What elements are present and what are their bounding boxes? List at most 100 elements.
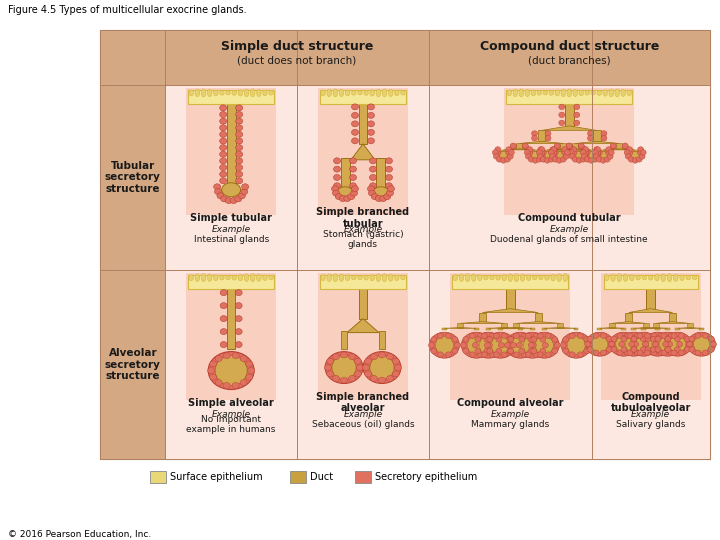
- Ellipse shape: [581, 154, 588, 159]
- Bar: [227, 187, 235, 195]
- Ellipse shape: [235, 145, 243, 151]
- Ellipse shape: [351, 130, 359, 136]
- Ellipse shape: [636, 157, 642, 162]
- Ellipse shape: [528, 157, 534, 162]
- Ellipse shape: [500, 158, 506, 163]
- Polygon shape: [559, 148, 591, 150]
- Ellipse shape: [358, 91, 362, 95]
- Bar: [165, 85, 297, 269]
- Ellipse shape: [327, 274, 331, 281]
- Ellipse shape: [385, 183, 392, 189]
- Ellipse shape: [222, 183, 240, 197]
- Ellipse shape: [484, 275, 488, 280]
- Ellipse shape: [215, 188, 222, 194]
- Ellipse shape: [235, 171, 243, 177]
- Bar: [452, 275, 568, 289]
- Ellipse shape: [333, 190, 340, 196]
- Polygon shape: [351, 144, 375, 160]
- Ellipse shape: [559, 112, 564, 118]
- Ellipse shape: [493, 154, 500, 159]
- Ellipse shape: [593, 350, 599, 355]
- Ellipse shape: [534, 333, 539, 339]
- Ellipse shape: [493, 333, 499, 339]
- Ellipse shape: [452, 348, 458, 354]
- Ellipse shape: [557, 274, 562, 281]
- Ellipse shape: [235, 151, 243, 157]
- Ellipse shape: [570, 333, 575, 339]
- Text: Example: Example: [549, 225, 589, 234]
- Ellipse shape: [544, 158, 550, 163]
- Ellipse shape: [349, 166, 356, 172]
- Ellipse shape: [654, 332, 682, 356]
- Ellipse shape: [246, 361, 253, 367]
- Ellipse shape: [595, 150, 600, 156]
- Ellipse shape: [687, 341, 693, 347]
- Ellipse shape: [195, 274, 199, 281]
- Ellipse shape: [372, 193, 378, 200]
- Ellipse shape: [210, 374, 217, 380]
- Ellipse shape: [388, 89, 393, 97]
- Ellipse shape: [574, 120, 580, 126]
- Ellipse shape: [570, 352, 575, 357]
- Ellipse shape: [232, 275, 236, 280]
- Ellipse shape: [240, 188, 248, 194]
- Ellipse shape: [644, 350, 650, 355]
- Ellipse shape: [629, 275, 634, 281]
- Ellipse shape: [637, 350, 643, 355]
- Ellipse shape: [491, 336, 509, 354]
- Ellipse shape: [550, 147, 556, 152]
- Ellipse shape: [507, 348, 513, 354]
- Ellipse shape: [545, 136, 551, 141]
- Bar: [100, 269, 165, 460]
- Ellipse shape: [545, 275, 549, 280]
- Bar: [429, 85, 710, 269]
- Ellipse shape: [631, 347, 636, 352]
- Ellipse shape: [686, 275, 690, 280]
- Bar: [341, 158, 349, 189]
- Ellipse shape: [582, 147, 589, 152]
- Ellipse shape: [348, 193, 355, 200]
- Ellipse shape: [367, 104, 374, 110]
- Ellipse shape: [600, 158, 606, 163]
- Ellipse shape: [235, 342, 242, 348]
- Ellipse shape: [643, 341, 649, 347]
- Ellipse shape: [621, 347, 627, 352]
- Ellipse shape: [235, 165, 243, 171]
- Ellipse shape: [526, 154, 531, 159]
- Ellipse shape: [667, 341, 672, 347]
- Ellipse shape: [246, 374, 253, 380]
- Text: Compound tubular: Compound tubular: [518, 213, 621, 222]
- Ellipse shape: [552, 348, 558, 354]
- Bar: [429, 269, 592, 460]
- Ellipse shape: [346, 90, 350, 96]
- Ellipse shape: [606, 150, 612, 156]
- Ellipse shape: [482, 352, 487, 357]
- Ellipse shape: [364, 275, 369, 280]
- Text: Stomach (gastric)
glands: Stomach (gastric) glands: [323, 230, 403, 249]
- Ellipse shape: [624, 350, 631, 355]
- Ellipse shape: [550, 150, 556, 156]
- Ellipse shape: [695, 350, 701, 355]
- Ellipse shape: [341, 377, 348, 383]
- Ellipse shape: [235, 138, 243, 144]
- Ellipse shape: [354, 371, 361, 377]
- Ellipse shape: [452, 336, 458, 342]
- Ellipse shape: [351, 190, 358, 196]
- Ellipse shape: [552, 150, 558, 155]
- Ellipse shape: [616, 336, 631, 352]
- Ellipse shape: [620, 332, 648, 356]
- Ellipse shape: [649, 336, 665, 352]
- Ellipse shape: [244, 274, 249, 281]
- Ellipse shape: [469, 333, 475, 339]
- Ellipse shape: [675, 336, 680, 342]
- Ellipse shape: [235, 196, 242, 202]
- Ellipse shape: [223, 353, 230, 359]
- Bar: [557, 150, 562, 152]
- Ellipse shape: [385, 174, 392, 180]
- Ellipse shape: [580, 157, 586, 162]
- Text: (duct branches): (duct branches): [528, 56, 611, 66]
- Ellipse shape: [555, 90, 559, 96]
- Ellipse shape: [495, 150, 501, 156]
- Ellipse shape: [244, 89, 249, 97]
- Ellipse shape: [269, 91, 274, 95]
